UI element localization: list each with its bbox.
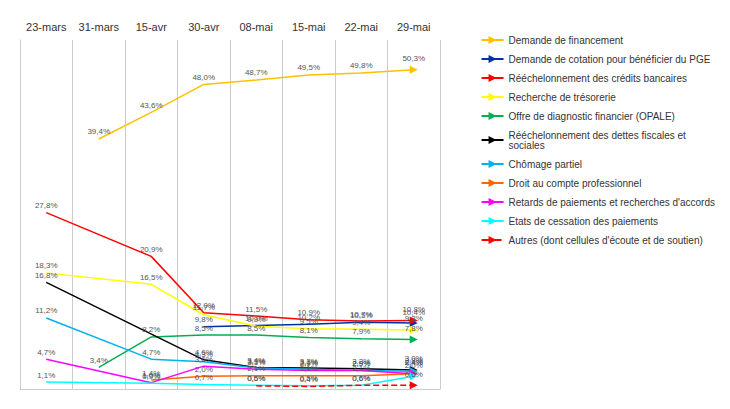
svg-text:9,4%: 9,4%: [352, 318, 370, 327]
svg-text:8,5%: 8,5%: [247, 324, 265, 333]
svg-text:31-mars: 31-mars: [79, 21, 120, 33]
svg-text:29-mai: 29-mai: [397, 21, 431, 33]
svg-text:Demande de financement: Demande de financement: [509, 35, 624, 46]
svg-text:0,5%: 0,5%: [300, 374, 318, 383]
svg-text:Chômage partiel: Chômage partiel: [509, 159, 582, 170]
svg-text:2,9%: 2,9%: [352, 359, 370, 368]
svg-text:2,9%: 2,9%: [300, 359, 318, 368]
svg-text:7,9%: 7,9%: [352, 327, 370, 336]
svg-text:4,7%: 4,7%: [142, 348, 160, 357]
svg-text:3,4%: 3,4%: [90, 356, 108, 365]
svg-text:23-mars: 23-mars: [26, 21, 67, 33]
svg-text:1,1%: 1,1%: [37, 371, 55, 380]
svg-text:sociales: sociales: [509, 140, 545, 151]
svg-text:10,0%: 10,0%: [245, 314, 268, 323]
svg-text:0,6%: 0,6%: [352, 374, 370, 383]
svg-text:16,5%: 16,5%: [140, 273, 163, 282]
svg-text:9,3%: 9,3%: [405, 314, 423, 323]
svg-text:10,8%: 10,8%: [402, 305, 425, 314]
svg-text:2,1%: 2,1%: [352, 364, 371, 374]
svg-text:43,6%: 43,6%: [140, 101, 163, 110]
svg-text:22-mai: 22-mai: [344, 21, 378, 33]
svg-text:50,3%: 50,3%: [402, 54, 425, 63]
svg-text:Demande de cotation pour bénéf: Demande de cotation pour bénéficier du P…: [509, 54, 711, 65]
svg-text:11,2%: 11,2%: [35, 306, 57, 315]
svg-text:48,0%: 48,0%: [192, 73, 215, 82]
svg-text:1,0%: 1,0%: [142, 371, 160, 380]
svg-text:4,7%: 4,7%: [37, 348, 55, 357]
svg-text:9,8%: 9,8%: [194, 315, 213, 325]
svg-text:0,9%: 0,9%: [142, 372, 160, 381]
svg-text:0,6%: 0,6%: [247, 374, 265, 383]
svg-text:08-mai: 08-mai: [239, 21, 273, 33]
svg-text:Droit au compte professionnel: Droit au compte professionnel: [509, 178, 642, 189]
svg-text:Recherche de trésorerie: Recherche de trésorerie: [509, 92, 617, 103]
svg-text:8,5%: 8,5%: [195, 324, 213, 333]
svg-text:7,8%: 7,8%: [405, 324, 423, 333]
svg-text:3,1%: 3,1%: [247, 358, 265, 367]
svg-text:Retards de paiements et recher: Retards de paiements et recherches d'acc…: [509, 197, 715, 208]
svg-text:16,8%: 16,8%: [35, 271, 58, 280]
svg-text:0,6%: 0,6%: [405, 370, 423, 379]
svg-text:8,1%: 8,1%: [300, 326, 318, 335]
svg-text:48,7%: 48,7%: [245, 68, 268, 77]
svg-text:10,7%: 10,7%: [349, 309, 373, 319]
svg-text:2,1%: 2,1%: [247, 364, 266, 374]
svg-text:0,4%: 0,4%: [300, 375, 318, 384]
svg-text:20,9%: 20,9%: [140, 245, 163, 254]
svg-text:0,5%: 0,5%: [247, 374, 265, 383]
svg-text:0,6%: 0,6%: [352, 374, 370, 383]
svg-text:Rééchelonnement des crédits ba: Rééchelonnement des crédits bancaires: [509, 73, 687, 84]
svg-text:27,8%: 27,8%: [35, 201, 58, 210]
svg-text:2,1%: 2,1%: [299, 364, 318, 374]
svg-text:49,5%: 49,5%: [297, 63, 320, 72]
svg-text:39,4%: 39,4%: [87, 127, 110, 136]
svg-text:2,0%: 2,0%: [194, 364, 213, 374]
svg-text:8,2%: 8,2%: [142, 325, 160, 334]
svg-text:Offre de diagnostic financier: Offre de diagnostic financier (OPALE): [509, 111, 675, 122]
svg-text:9,5%: 9,5%: [300, 317, 318, 326]
svg-text:9,9%: 9,9%: [247, 315, 265, 324]
svg-text:Autres (dont cellules d'écoute: Autres (dont cellules d'écoute et de sou…: [509, 235, 703, 246]
svg-text:15-mai: 15-mai: [292, 21, 326, 33]
svg-text:10,9%: 10,9%: [297, 308, 320, 317]
svg-text:Rééchelonnement des dettes fis: Rééchelonnement des dettes fiscales et: [508, 129, 686, 141]
svg-text:15-avr: 15-avr: [136, 21, 168, 33]
svg-text:Etats de cessation des paiemen: Etats de cessation des paiements: [509, 216, 659, 227]
svg-text:11,5%: 11,5%: [245, 305, 267, 314]
svg-text:3,6%: 3,6%: [195, 355, 213, 364]
svg-text:2,9%: 2,9%: [352, 359, 370, 368]
svg-text:0,7%: 0,7%: [195, 373, 213, 382]
svg-text:11,7%: 11,7%: [193, 303, 215, 312]
svg-text:49,8%: 49,8%: [350, 61, 373, 70]
svg-text:2,0%: 2,0%: [405, 361, 423, 370]
svg-text:18,3%: 18,3%: [35, 261, 58, 270]
svg-text:30-avr: 30-avr: [188, 21, 220, 33]
